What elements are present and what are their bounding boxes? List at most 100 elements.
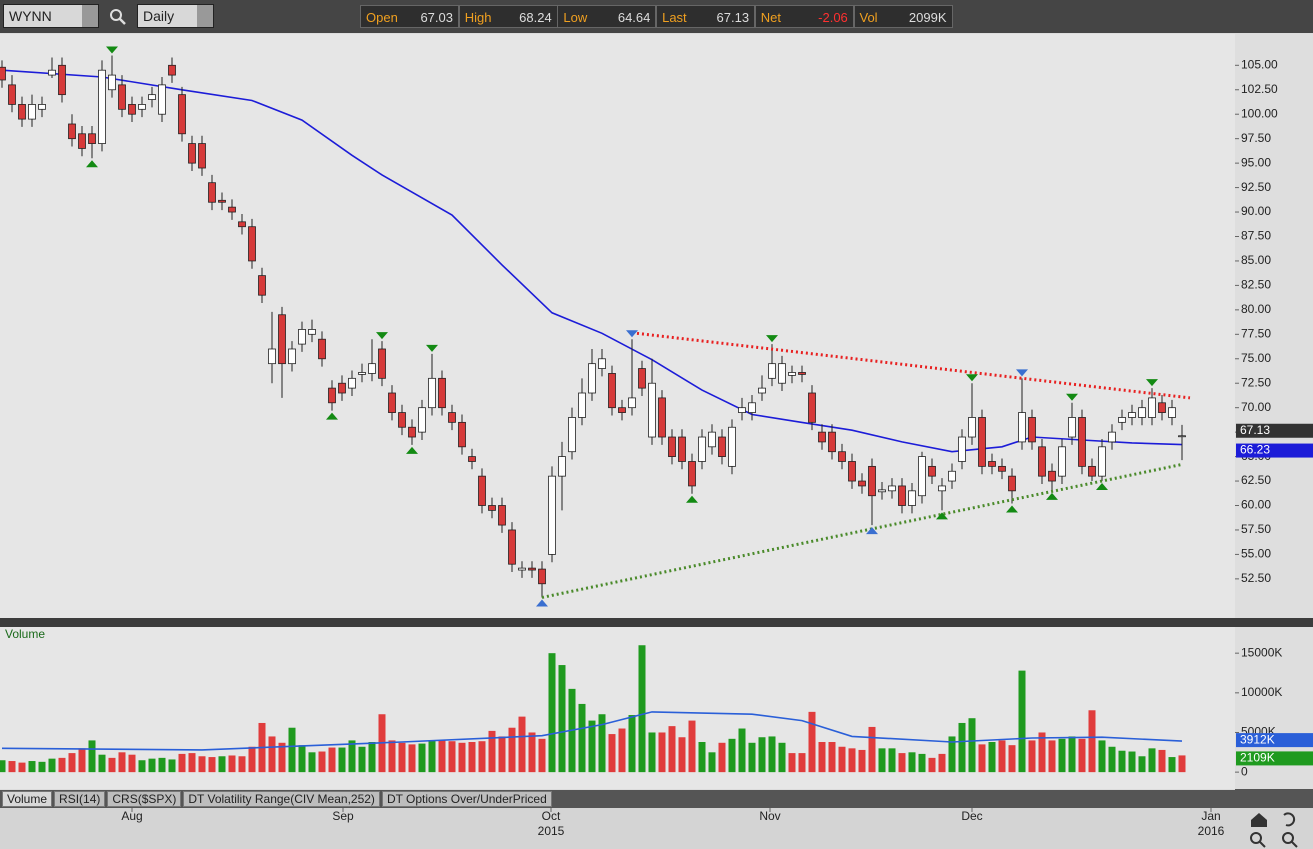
indicator-tab[interactable]: DT Options Over/UnderPriced [381, 791, 552, 807]
candle-body [508, 529, 516, 565]
candle-body [868, 465, 876, 497]
search-icon[interactable] [108, 7, 128, 27]
volume-bar [698, 742, 706, 773]
volume-bar [798, 753, 806, 773]
y-tick-label: 10000K [1241, 685, 1282, 699]
volume-bar [1028, 740, 1036, 773]
volume-bar [288, 727, 296, 773]
volume-bar [1178, 755, 1186, 773]
candle-body [678, 436, 686, 462]
pivot-marker [936, 512, 948, 520]
candle-body [668, 436, 676, 457]
candle-body [188, 143, 196, 164]
pivot-marker [1016, 369, 1028, 377]
candle-body [48, 69, 56, 76]
trendline [541, 462, 1183, 599]
price-pane [0, 34, 1235, 618]
indicator-tab[interactable]: DT Volatility Range(CIV Mean,252) [183, 791, 380, 807]
pivot-marker [376, 332, 388, 340]
volume-last-label-box [1236, 751, 1313, 766]
volume-bar [8, 761, 16, 773]
candle-body [548, 475, 556, 555]
candle-body [348, 377, 356, 389]
toolbar: WYNN Daily Open 67.03 High 68.24 Low 64.64 Las… [0, 0, 1313, 33]
candle-body [18, 104, 26, 120]
candle-body [1008, 475, 1016, 492]
candle-body [318, 338, 326, 360]
candle-body [108, 74, 116, 91]
volume-bar [868, 726, 876, 773]
quote-value: 67.03 [420, 10, 453, 25]
y-tick-label: 0 [1241, 764, 1248, 778]
y-tick-label: 82.50 [1241, 278, 1271, 292]
volume-bar [718, 742, 726, 773]
x-tick-label: Oct [542, 809, 561, 823]
volume-bar [1008, 745, 1016, 773]
candle-body [388, 392, 396, 413]
pivot-marker [1146, 379, 1158, 387]
volume-bar [578, 703, 586, 773]
quote-label: Net [760, 10, 782, 25]
candle-body [368, 363, 376, 374]
volume-bar [118, 752, 126, 773]
volume-average [1, 711, 1183, 751]
pivot-marker [686, 495, 698, 503]
volume-bar [368, 742, 376, 773]
candle-body [958, 436, 966, 462]
candle-body [1078, 417, 1086, 467]
candle-body [948, 470, 956, 482]
indicator-tab[interactable]: CRS($SPX) [107, 791, 182, 807]
nav-icons[interactable] [1250, 812, 1298, 848]
candle-body [808, 392, 816, 423]
volume-bar [558, 665, 566, 773]
volume-bar [918, 753, 926, 773]
candle-body [998, 465, 1006, 472]
volume-bar [138, 760, 146, 773]
quote-label: Low [563, 10, 588, 25]
dropdown-arrow[interactable] [197, 5, 213, 27]
volume-bar [768, 736, 776, 773]
candle-body [908, 490, 916, 506]
volume-bar [1068, 736, 1076, 773]
volume-bar [738, 728, 746, 773]
y-tick-label: 52.50 [1241, 571, 1271, 585]
quote-value: 2099K [908, 10, 947, 25]
dropdown-arrow[interactable] [82, 5, 98, 27]
indicator-tab[interactable]: RSI(14) [54, 791, 106, 807]
candle-body [938, 485, 946, 492]
candle-body [538, 568, 546, 585]
volume-bar [488, 730, 496, 773]
volume-bar [1158, 749, 1166, 773]
candle-body [798, 372, 806, 375]
volume-bar [148, 758, 156, 773]
candle-body [978, 417, 986, 467]
volume-average-label-box [1236, 733, 1313, 748]
y-tick-label: 60.00 [1241, 498, 1271, 512]
volume-bar [968, 718, 976, 773]
volume-bar [48, 758, 56, 773]
indicator-tab[interactable]: Volume [2, 791, 53, 807]
y-tick-label: 57.50 [1241, 522, 1271, 536]
candle-body [558, 456, 566, 477]
candle-body [98, 69, 106, 144]
volume-bar [818, 742, 826, 773]
candle-body [1088, 465, 1096, 477]
volume-bar [298, 745, 306, 773]
volume-bar [188, 753, 196, 773]
x-tick-label: Dec [961, 809, 982, 823]
quote-label: High [464, 10, 492, 25]
candle-body [1158, 402, 1166, 413]
pivot-marker [426, 344, 438, 352]
y-tick-label: 15000K [1241, 645, 1282, 659]
candle-body [1058, 446, 1066, 477]
volume-bar [938, 753, 946, 773]
volume-bar [928, 757, 936, 773]
pane-separator [0, 618, 1313, 627]
candle-body [278, 314, 286, 365]
volume-bar [338, 747, 346, 773]
volume-bar [838, 746, 846, 773]
candle-body [768, 363, 776, 379]
candle-body [308, 329, 316, 335]
volume-bar [438, 740, 446, 773]
